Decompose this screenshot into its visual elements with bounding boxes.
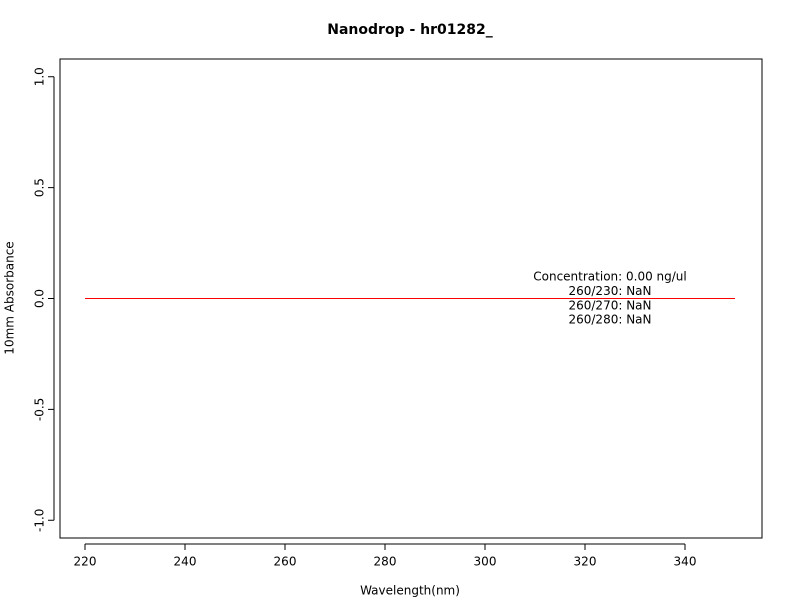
x-tick-label: 220 [74, 555, 97, 569]
y-tick-label: -0.5 [33, 398, 47, 421]
y-tick-label: -1.0 [33, 509, 47, 532]
annotation: 260/230: NaN [568, 284, 651, 298]
annotation: Concentration: 0.00 ng/ul [533, 270, 687, 284]
x-tick-label: 340 [674, 555, 697, 569]
x-axis-label: Wavelength(nm) [360, 584, 460, 598]
y-tick-label: 0.0 [33, 289, 47, 308]
x-tick-label: 240 [174, 555, 197, 569]
x-tick-label: 300 [474, 555, 497, 569]
x-tick-label: 320 [574, 555, 597, 569]
x-tick-label: 260 [274, 555, 297, 569]
y-tick-label: 1.0 [33, 67, 47, 86]
annotation: 260/270: NaN [568, 298, 651, 312]
y-tick-label: 0.5 [33, 178, 47, 197]
x-tick-label: 280 [374, 555, 397, 569]
y-axis-label: 10mm Absorbance [3, 241, 17, 354]
annotation: 260/280: NaN [568, 313, 651, 327]
plot-frame [59, 58, 763, 539]
chart-title: Nanodrop - hr01282_ [327, 22, 492, 38]
